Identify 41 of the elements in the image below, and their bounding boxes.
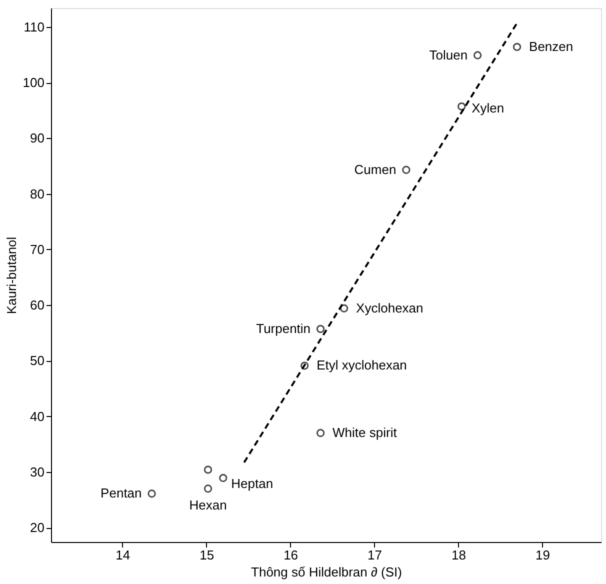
point	[219, 474, 228, 482]
point	[204, 484, 212, 493]
x-tick-label: 15	[200, 548, 214, 562]
annotation: Cumen	[354, 162, 396, 177]
point	[340, 304, 348, 312]
annotation: White spirit	[332, 424, 398, 440]
y-tick-label: 50	[30, 353, 44, 368]
y-tick-label: 20	[30, 520, 44, 536]
point	[148, 490, 156, 498]
annotation: Benzen	[529, 38, 574, 54]
annotation: Hexan	[189, 498, 227, 513]
point	[204, 466, 212, 474]
x-tick-label: 19	[535, 548, 550, 562]
point	[300, 362, 309, 370]
annotation: Xyclohexan	[356, 300, 424, 316]
y-tick-label: 70	[30, 242, 44, 257]
y-tick-label: 60	[30, 298, 44, 313]
annotation: Xylen	[472, 100, 504, 116]
point	[473, 51, 482, 60]
point	[316, 324, 325, 334]
y-tick-label: 30	[30, 464, 44, 480]
y-tick-label: 90	[30, 130, 44, 146]
annotation: Pentan	[100, 486, 142, 501]
x-tick-label: 14	[116, 548, 130, 562]
annotation: Turpentin	[256, 320, 311, 336]
point	[316, 428, 325, 438]
x-axis-title: Thông số Hildelbran ∂ (SI)	[251, 564, 402, 580]
x-tick-label: 16	[284, 548, 298, 562]
x-tick-label: 18	[452, 548, 466, 562]
annotation: Heptan	[231, 476, 274, 492]
point	[458, 102, 466, 111]
x-tick-label: 17	[368, 548, 382, 562]
y-tick-label: 110	[24, 19, 44, 34]
y-tick-label: 100	[22, 75, 44, 90]
point	[512, 42, 522, 52]
y-tick-label: 80	[30, 186, 44, 202]
annotation: Toluen	[429, 47, 468, 62]
annotation: Etyl xyclohexan	[316, 358, 407, 373]
point	[402, 166, 410, 174]
y-tick-label: 40	[30, 408, 44, 424]
y-axis-title: Kauri-butanol	[4, 236, 19, 314]
